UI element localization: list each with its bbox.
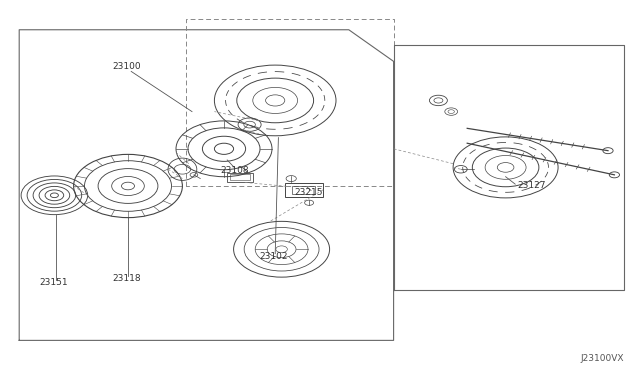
Bar <box>292 186 315 194</box>
Text: 23127: 23127 <box>517 181 546 190</box>
Text: J23100VX: J23100VX <box>580 354 624 363</box>
Bar <box>285 183 323 197</box>
Text: 23215: 23215 <box>294 188 323 197</box>
Text: 23102: 23102 <box>259 251 288 260</box>
Text: 23151: 23151 <box>40 278 68 286</box>
Bar <box>230 174 250 180</box>
Text: 23100: 23100 <box>112 62 141 71</box>
Text: 23118: 23118 <box>112 274 141 283</box>
Text: 23108: 23108 <box>221 166 250 175</box>
Bar <box>227 173 253 182</box>
